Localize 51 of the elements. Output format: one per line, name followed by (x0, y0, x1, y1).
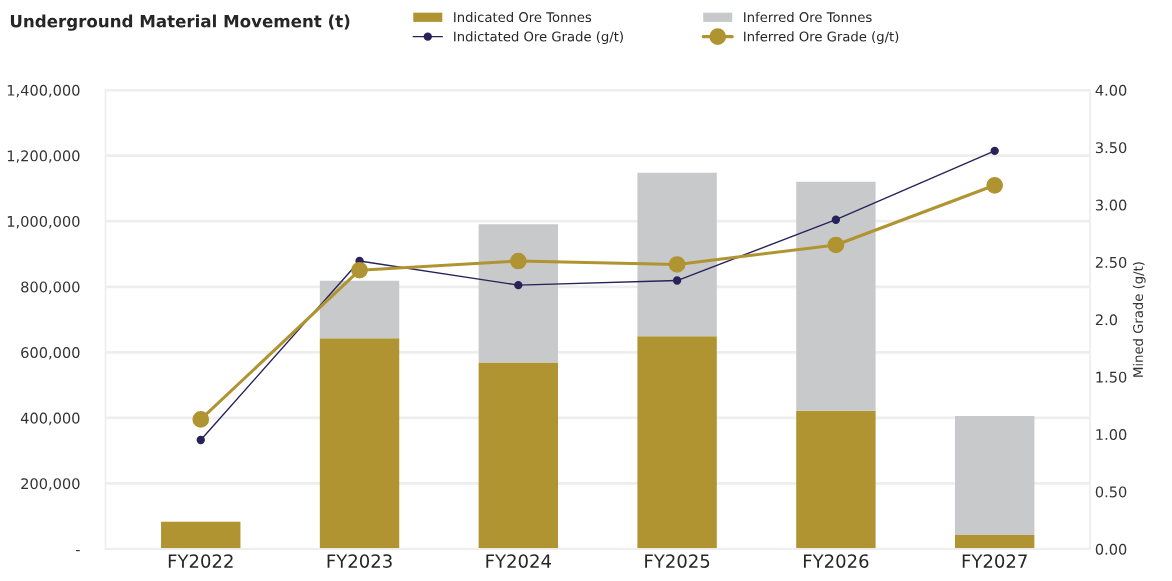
point (514, 280, 523, 290)
point (351, 261, 368, 279)
y-tick-label: 800,000 (21, 281, 80, 294)
y-tick-label: 1,400,000 (7, 84, 80, 98)
bar (954, 534, 1035, 550)
point (672, 276, 682, 285)
legend-label: Indicated Ore Tonnes (454, 11, 592, 23)
bar (796, 181, 876, 411)
point (990, 146, 999, 156)
x-tick-label: FY2027 (962, 554, 1027, 568)
y-tick-label: 400,000 (20, 412, 80, 426)
legend-label: Inferred Ore Tonnes (744, 11, 872, 23)
x-tick-label: FY2023 (327, 554, 392, 568)
y2-tick-label: 4.00 (1095, 84, 1127, 96)
y-tick-label: 1,200,000 (7, 150, 80, 163)
y2-tick-label: 0.00 (1095, 543, 1127, 555)
x-tick-label: FY2022 (168, 554, 233, 568)
legend-label: Indictated Ore Grade (g/t) (454, 31, 623, 45)
y2-axis-title: Mined Grade (g/t) (1132, 262, 1146, 377)
x-tick-label: FY2025 (645, 554, 710, 568)
bar (954, 415, 1035, 535)
y2-tick-label: 3.00 (1095, 199, 1127, 211)
y2-tick-label: 2.50 (1095, 256, 1127, 268)
point (668, 256, 686, 273)
y2-tick-label: 1.50 (1096, 371, 1127, 383)
y-tick-label: - (75, 550, 80, 552)
x-tick-label: FY2024 (486, 554, 551, 568)
bar (796, 410, 876, 550)
legend-label: Inferred Ore Grade (g/t) (744, 31, 899, 45)
bar (319, 338, 400, 550)
y2-tick-label: 2.0 (1095, 314, 1118, 326)
bar (478, 362, 559, 550)
y-tick-label: 600,000 (21, 347, 80, 360)
y-tick-label: 200,000 (21, 478, 80, 491)
x-tick-label: FY2026 (803, 554, 869, 568)
bar (319, 280, 400, 339)
bar (637, 172, 717, 337)
point (831, 215, 841, 224)
point (827, 236, 845, 254)
point (509, 252, 527, 270)
y2-tick-label: 0.50 (1095, 486, 1127, 498)
bar (161, 521, 241, 550)
point (196, 435, 205, 445)
chart-title: Underground Material Movement (t) (10, 14, 350, 31)
point (192, 411, 210, 428)
y-tick-label: 1,000,000 (7, 215, 80, 229)
y2-tick-label: 1.00 (1096, 429, 1127, 441)
bar (478, 224, 559, 363)
point (986, 176, 1004, 194)
y2-tick-label: 3.50 (1095, 142, 1127, 154)
bar (637, 336, 717, 550)
